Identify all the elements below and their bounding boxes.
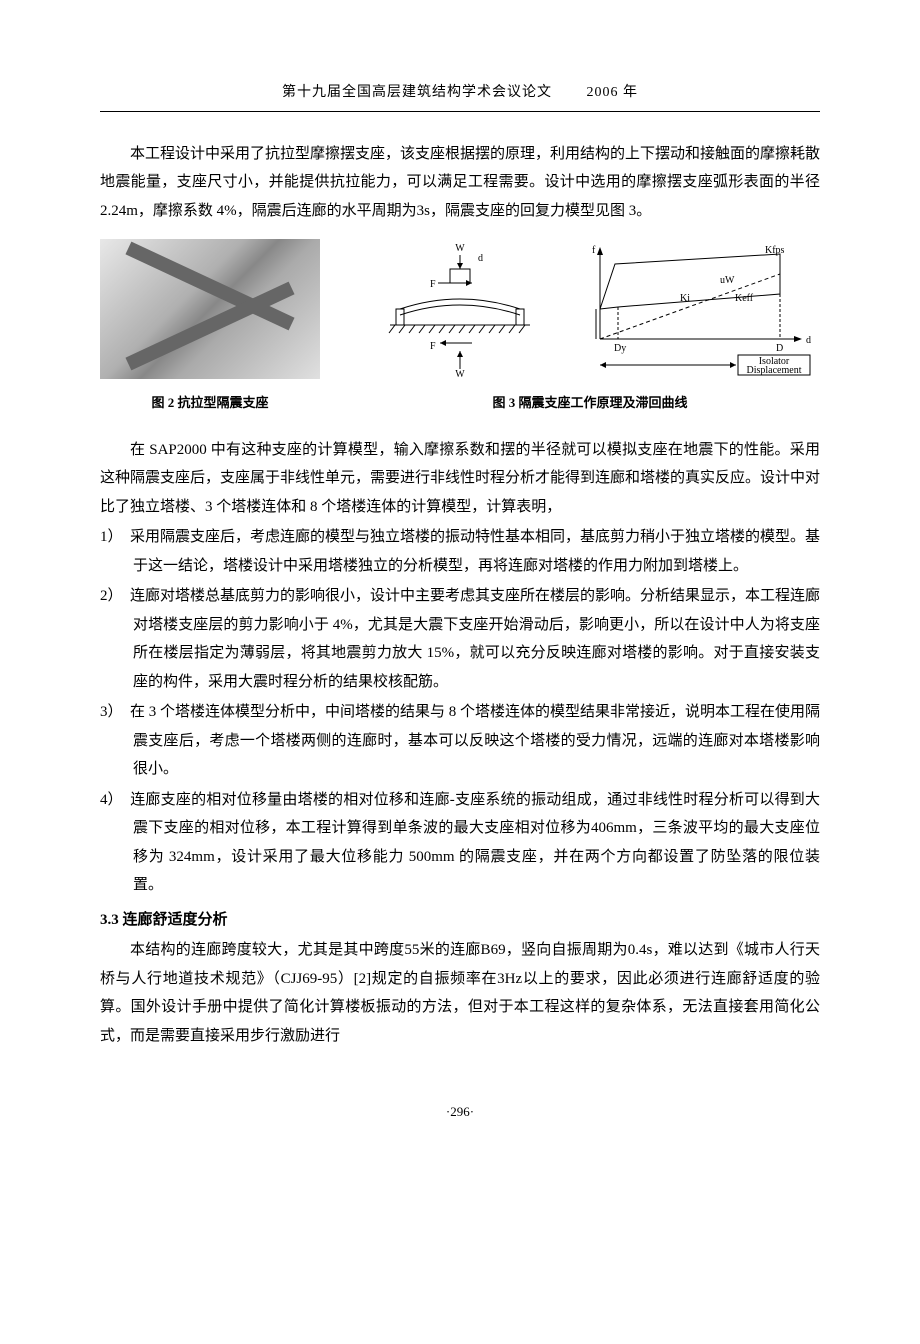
list-text: 采用隔震支座后，考虑连廊的模型与独立塔楼的振动特性基本相同，基底剪力稍小于独立塔… [130, 529, 820, 574]
label-f-top: F [430, 279, 436, 290]
figure-3-diagram: W d F [360, 239, 560, 379]
list-text: 连廊支座的相对位移量由塔楼的相对位移和连廊-支座系统的振动组成，通过非线性时程分… [130, 792, 820, 894]
figure-2-caption: 图 2 抗拉型隔震支座 [100, 391, 320, 416]
label-ki: Ki [680, 293, 690, 304]
figure-2-photo [100, 239, 320, 379]
list-item: 2）连廊对塔楼总基底剪力的影响很小，设计中主要考虑其支座所在楼层的影响。分析结果… [100, 582, 820, 696]
list-num: 2） [100, 582, 130, 611]
list-num: 3） [100, 698, 130, 727]
section-3-3-body: 本结构的连廊跨度较大，尤其是其中跨度55米的连廊B69，竖向自振周期为0.4s，… [100, 936, 820, 1050]
figure-2 [100, 239, 320, 379]
label-w-top: W [455, 243, 465, 254]
label-d-top: d [478, 253, 483, 264]
label-d: D [776, 343, 783, 354]
list-text: 在 3 个塔楼连体模型分析中，中间塔楼的结果与 8 个塔楼连体的模型结果非常接近… [130, 704, 820, 777]
label-kfps: Kfps [765, 245, 785, 256]
label-f-bot: F [430, 341, 436, 352]
list-num: 4） [100, 786, 130, 815]
sap-paragraph: 在 SAP2000 中有这种支座的计算模型，输入摩擦系数和摆的半径就可以模拟支座… [100, 436, 820, 522]
page-number: ·296· [100, 1100, 820, 1125]
figure-captions: 图 2 抗拉型隔震支座 图 3 隔震支座工作原理及滞回曲线 [100, 385, 820, 416]
label-displacement: Displacement [747, 365, 802, 376]
intro-paragraph: 本工程设计中采用了抗拉型摩擦摆支座，该支座根据摆的原理，利用结构的上下摆动和接触… [100, 140, 820, 226]
label-dy: Dy [614, 343, 626, 354]
list-item: 4）连廊支座的相对位移量由塔楼的相对位移和连廊-支座系统的振动组成，通过非线性时… [100, 786, 820, 900]
header-title: 第十九届全国高层建筑结构学术会议论文 [282, 85, 552, 100]
analysis-list: 1）采用隔震支座后，考虑连廊的模型与独立塔楼的振动特性基本相同，基底剪力稍小于独… [100, 523, 820, 900]
label-uw: uW [720, 275, 735, 286]
list-num: 1） [100, 523, 130, 552]
label-f-axis: f [592, 245, 596, 256]
label-keff: Keff [735, 293, 754, 304]
figure-3: W d F [360, 239, 820, 379]
figure-3-caption: 图 3 隔震支座工作原理及滞回曲线 [360, 391, 820, 416]
header-year: 2006 年 [587, 85, 639, 100]
figure-3-graph: f d Kfps uW Ki Keff Dy D [570, 239, 820, 379]
list-text: 连廊对塔楼总基底剪力的影响很小，设计中主要考虑其支座所在楼层的影响。分析结果显示… [130, 588, 820, 690]
label-w-bot: W [455, 369, 465, 379]
label-d-axis: d [806, 335, 811, 346]
figures-row: W d F [100, 239, 820, 379]
section-3-3-head: 3.3 连廊舒适度分析 [100, 906, 820, 935]
list-item: 3）在 3 个塔楼连体模型分析中，中间塔楼的结果与 8 个塔楼连体的模型结果非常… [100, 698, 820, 784]
list-item: 1）采用隔震支座后，考虑连廊的模型与独立塔楼的振动特性基本相同，基底剪力稍小于独… [100, 523, 820, 580]
page-header: 第十九届全国高层建筑结构学术会议论文 2006 年 [100, 80, 820, 112]
